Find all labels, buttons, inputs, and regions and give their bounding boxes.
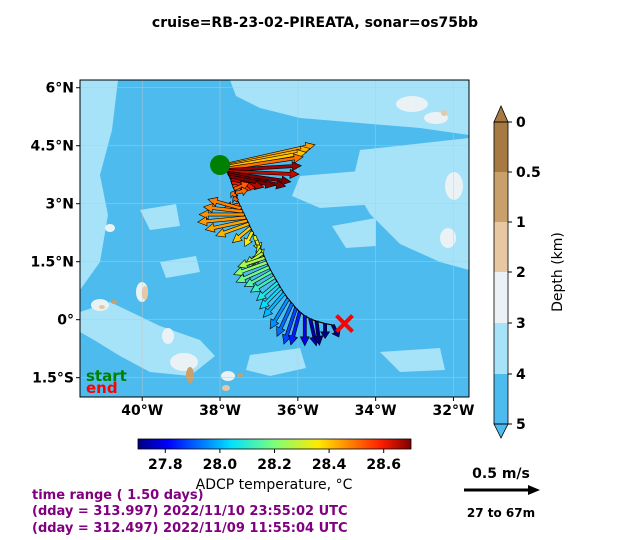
temperature-colorbar-gradient <box>137 438 412 450</box>
depth-band <box>494 323 508 374</box>
end-label: end <box>86 379 118 397</box>
current-arrow <box>225 161 302 173</box>
start-label: start <box>86 367 127 385</box>
current-arrow <box>237 255 266 269</box>
y-tick-label: 6°N <box>46 81 74 97</box>
end-marker <box>335 314 354 333</box>
y-tick-label: 1.5°S <box>32 371 74 387</box>
current-arrow <box>259 286 283 310</box>
end-time-line: (dday = 313.997) 2022/11/10 23:55:02 UTC <box>32 504 348 519</box>
depth-tick-label: 4 <box>516 367 526 383</box>
temperature-tick-label: 28.0 <box>203 457 238 473</box>
current-arrow <box>231 225 252 244</box>
bathymetry-land <box>99 110 447 391</box>
depth-tick-label: 0.5 <box>516 165 541 181</box>
map-panel: 40°W 38°W 36°W 34°W 32°W 1.5°S 0° 1.5°N 3°N 4.5°… <box>30 79 474 419</box>
depth-colorbar: 0 0.5 1 2 3 4 5 <box>493 105 541 439</box>
end-marker-stroke <box>335 314 354 333</box>
x-tick-label: 38°W <box>199 403 241 419</box>
depth-tick-label: 0 <box>516 115 526 131</box>
temperature-colorbar: 27.8 28.0 28.2 28.4 28.6 <box>137 438 412 473</box>
current-vectors <box>197 141 341 347</box>
depth-band <box>494 172 508 222</box>
scale-speed-label: 0.5 m/s <box>472 466 530 482</box>
map-gridlines <box>80 80 469 397</box>
current-arrow <box>299 315 310 347</box>
depth-tick-label: 5 <box>516 417 526 433</box>
current-arrow <box>269 297 290 330</box>
scale-arrow <box>464 485 540 495</box>
x-tick-label: 40°W <box>121 403 163 419</box>
current-arrow <box>256 280 280 302</box>
depth-tick-label: 1 <box>516 215 526 231</box>
current-arrow <box>313 320 324 346</box>
y-tick-label: 0° <box>57 313 74 329</box>
current-arrow <box>227 170 292 186</box>
temperature-tick-label: 28.2 <box>257 457 292 473</box>
depth-extend-top <box>493 105 509 123</box>
depth-band <box>494 122 508 172</box>
depth-tick-label: 3 <box>516 316 526 332</box>
temperature-tick-label: 28.4 <box>312 457 347 473</box>
current-arrow <box>202 203 244 214</box>
current-arrow <box>262 291 286 318</box>
figure-title: cruise=RB-23-02-PIREATA, sonar=os75bb <box>152 15 478 31</box>
y-tick-label: 4.5°N <box>30 139 74 155</box>
x-axis-ticks: 40°W 38°W 36°W 34°W 32°W <box>121 397 474 419</box>
current-arrow <box>226 168 300 179</box>
depth-colorbar-label: Depth (km) <box>550 232 566 312</box>
current-arrow <box>197 215 247 227</box>
depth-band <box>494 272 508 323</box>
temperature-tick-label: 27.8 <box>148 457 183 473</box>
current-arrow <box>229 174 276 189</box>
current-arrow <box>243 269 273 288</box>
y-tick-label: 3°N <box>46 197 74 213</box>
current-arrow <box>215 221 250 238</box>
current-arrow <box>233 260 268 276</box>
current-arrow <box>204 218 248 233</box>
current-arrow <box>243 230 255 248</box>
temperature-tick-label: 28.6 <box>366 457 401 473</box>
current-arrow <box>276 302 294 338</box>
current-arrow <box>288 311 302 346</box>
time-range-line: time range ( 1.50 days) <box>32 488 204 503</box>
current-arrow <box>198 209 245 220</box>
x-tick-label: 36°W <box>277 403 319 419</box>
x-tick-label: 32°W <box>432 403 474 419</box>
current-arrow <box>282 307 298 345</box>
depth-band <box>494 222 508 272</box>
map-frame <box>79 79 470 398</box>
depth-colorbar-frame <box>493 121 509 425</box>
current-arrow <box>224 153 304 171</box>
current-arrow <box>232 194 239 204</box>
temperature-colorbar-label: ADCP temperature, °C <box>196 477 353 493</box>
start-time-line: (dday = 312.497) 2022/11/09 11:55:04 UTC <box>32 521 348 536</box>
current-arrow <box>249 275 276 293</box>
x-tick-label: 34°W <box>355 403 397 419</box>
current-arrow <box>235 265 271 283</box>
depth-extend-bottom <box>493 423 509 439</box>
temperature-colorbar-ticks: 27.8 28.0 28.2 28.4 28.6 <box>148 449 401 473</box>
current-arrow <box>320 323 331 340</box>
start-marker <box>210 155 231 176</box>
scale-depth-range-label: 27 to 67m <box>467 506 535 520</box>
depth-band <box>494 374 508 424</box>
depth-tick-label: 2 <box>516 265 526 281</box>
y-tick-label: 1.5°N <box>30 255 74 271</box>
y-axis-ticks: 1.5°S 0° 1.5°N 3°N 4.5°N 6°N <box>30 81 80 387</box>
